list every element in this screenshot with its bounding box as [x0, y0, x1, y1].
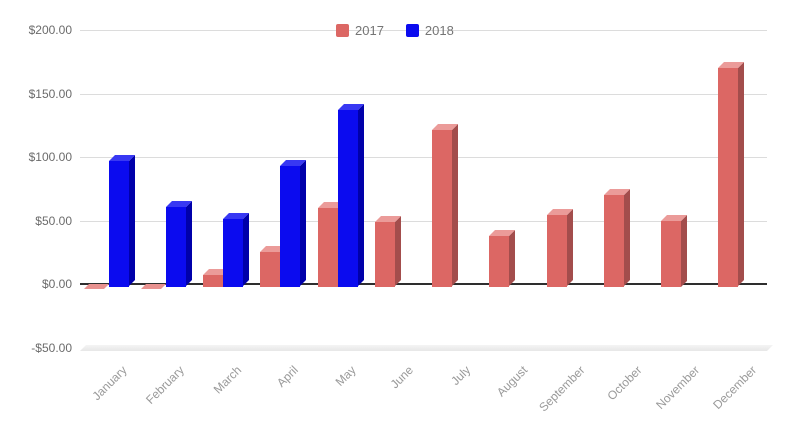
bar-front-face: [280, 165, 301, 287]
x-axis-label-may: May: [332, 363, 359, 389]
x-axis-label-november: November: [652, 363, 703, 413]
bar-side-face: [566, 209, 573, 286]
x-axis-zero-line: [80, 283, 767, 285]
bar-front-face: [260, 252, 281, 287]
legend-item-2017[interactable]: 2017: [336, 23, 384, 38]
gridline: [80, 30, 767, 31]
x-axis-label-august: August: [493, 363, 531, 400]
legend-swatch-2018: [405, 24, 419, 37]
bar-side-face: [357, 104, 364, 286]
x-axis-label-january: January: [89, 363, 130, 404]
bar-negative-face: [83, 284, 109, 290]
bar-front-face: [165, 206, 186, 287]
bar-front-face: [317, 207, 338, 287]
bar-front-face: [337, 110, 358, 287]
bar-side-face: [738, 62, 745, 286]
bar-front-face: [374, 221, 395, 287]
legend-label: 2017: [355, 23, 384, 38]
gridline: [80, 157, 767, 158]
bar-side-face: [185, 200, 192, 286]
gridline: [80, 93, 767, 95]
y-axis-tick-label: $0.00: [41, 277, 72, 291]
bar-side-face: [300, 159, 307, 286]
x-axis-label-march: March: [210, 363, 245, 397]
y-axis-tick-label: -$50.00: [31, 340, 72, 355]
legend-swatch-2017: [336, 24, 349, 37]
bar-front-face: [108, 160, 129, 287]
bar-side-face: [509, 229, 516, 286]
x-axis-label-april: April: [274, 363, 302, 390]
x-axis-label-june: June: [387, 363, 416, 392]
bar-negative-face: [140, 284, 166, 290]
bar-front-face: [489, 235, 510, 287]
bar-side-face: [681, 214, 688, 286]
floor-gridline-band: [80, 344, 773, 351]
bar-side-face: [452, 124, 459, 286]
chart-legend: 2017 2018: [336, 23, 476, 38]
bar-side-face: [243, 213, 250, 286]
bar-front-face: [718, 68, 739, 287]
x-axis-label-july: July: [448, 363, 474, 388]
bar-front-face: [203, 275, 224, 287]
x-axis-label-october: October: [604, 363, 645, 404]
gridline: [80, 220, 767, 222]
bar-side-face: [394, 215, 401, 286]
bar-side-face: [128, 154, 135, 286]
x-axis-label-september: September: [536, 363, 588, 415]
bar-front-face: [223, 219, 244, 287]
y-axis-tick-label: $50.00: [35, 213, 72, 228]
legend-label: 2018: [424, 23, 454, 38]
y-axis-tick-label: $100.00: [28, 150, 72, 164]
bar-front-face: [432, 130, 453, 287]
bar-front-face: [661, 220, 682, 287]
y-axis-tick-label: $150.00: [28, 86, 72, 101]
bar-side-face: [623, 189, 630, 286]
x-axis-label-december: December: [710, 363, 760, 413]
y-axis-tick-label: $200.00: [28, 23, 72, 37]
legend-item-2018[interactable]: 2018: [405, 23, 454, 38]
bar-front-face: [546, 215, 567, 287]
x-axis-label-february: February: [142, 363, 187, 407]
bar-front-face: [603, 195, 624, 287]
